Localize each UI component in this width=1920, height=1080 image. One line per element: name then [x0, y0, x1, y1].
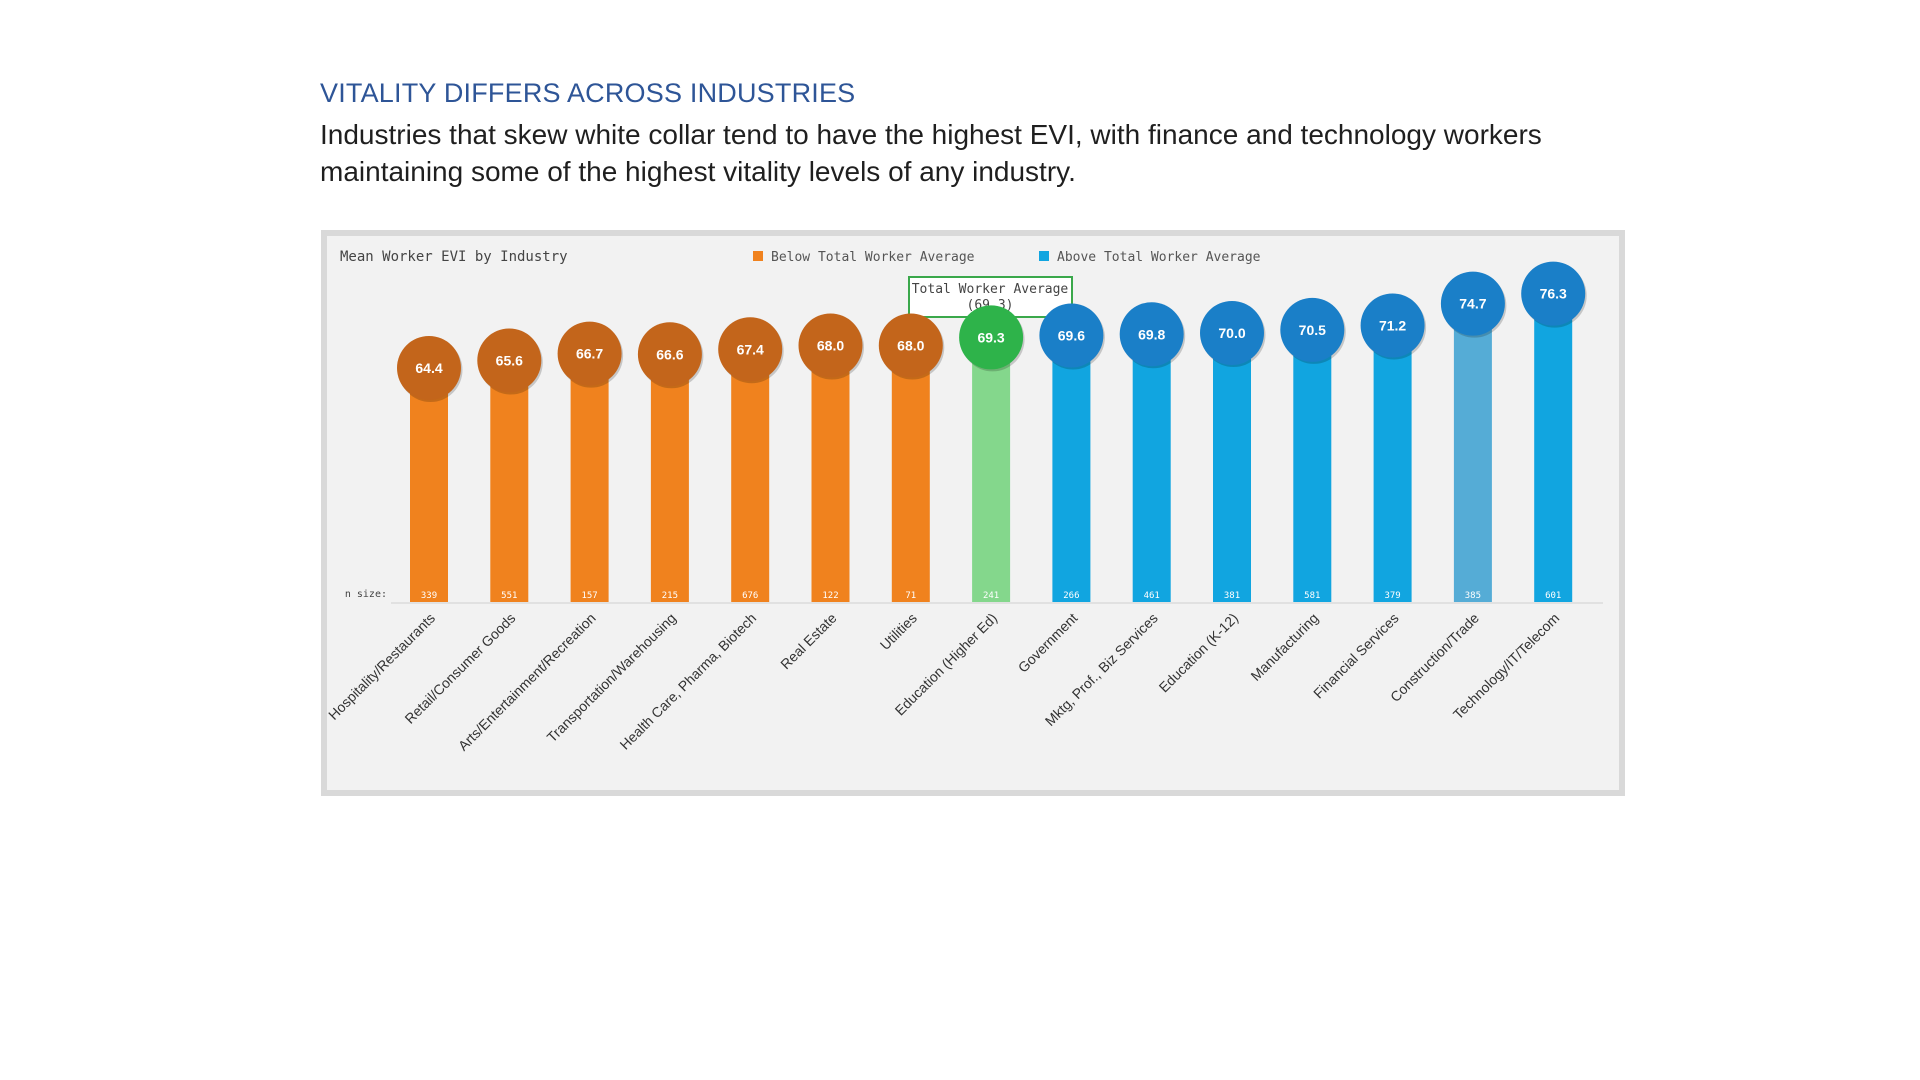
category-label-education-k-12: Education (K-12): [1156, 610, 1242, 696]
bar-retail-consumer-goods: [490, 360, 529, 602]
n-size-value: 551: [501, 591, 517, 601]
bar-utilities: [891, 345, 930, 602]
value-label: 65.6: [496, 353, 523, 369]
bar-marker-real-estate: [798, 313, 863, 378]
bar-marker-government: [1039, 303, 1104, 368]
n-size-value: 122: [822, 591, 838, 601]
category-label-government: Government: [1015, 610, 1081, 676]
legend-label-below: Below Total Worker Average: [771, 250, 975, 265]
category-label-utilities: Utilities: [877, 610, 920, 653]
n-size-value: 266: [1063, 591, 1079, 601]
bar-education-higher-ed: [972, 337, 1011, 602]
n-size-value: 157: [581, 591, 597, 601]
value-label: 68.0: [897, 338, 924, 354]
chart-legend: Below Total Worker Average Above Total W…: [753, 250, 1261, 265]
n-size-value: 215: [662, 591, 678, 601]
n-size-value: 461: [1144, 591, 1160, 601]
chart-panel: Mean Worker EVI by Industry Below Total …: [327, 236, 1619, 790]
bar-real-estate: [811, 345, 850, 602]
section-subtitle: Industries that skew white collar tend t…: [320, 119, 1542, 187]
n-size-value: 339: [421, 591, 437, 601]
category-label-real-estate: Real Estate: [777, 610, 840, 673]
bar-marker-mktg-prof-biz-services: [1119, 302, 1184, 367]
value-label: 67.4: [737, 341, 764, 357]
bar-marker-health-care-pharma-biotech: [718, 317, 783, 382]
evi-bar-chart: Mean Worker EVI by Industry Below Total …: [327, 249, 1603, 754]
bar-marker-education-k-12: [1200, 301, 1264, 365]
value-label: 66.7: [576, 346, 603, 362]
legend-swatch-above: [1039, 251, 1049, 261]
category-label-manufacturing: Manufacturing: [1247, 610, 1321, 684]
bar-marker-financial-services: [1360, 293, 1425, 358]
n-size-value: 581: [1304, 591, 1320, 601]
category-label-arts-entertainment-recreation: Arts/Entertainment/Recreation: [455, 610, 599, 754]
value-label: 76.3: [1540, 286, 1567, 302]
legend-label-above: Above Total Worker Average: [1057, 250, 1261, 265]
value-label: 74.7: [1459, 296, 1486, 312]
bar-transportation-warehousing: [650, 354, 689, 602]
value-label: 70.5: [1299, 322, 1326, 338]
bar-marker-construction-trade: [1440, 271, 1505, 336]
n-size-value: 241: [983, 591, 999, 601]
bar-education-k-12: [1213, 333, 1251, 602]
bars-layer: 64.4339Hospitality/Restaurants65.6551Ret…: [327, 261, 1587, 754]
value-label: 71.2: [1379, 318, 1406, 334]
bar-marker-education-higher-ed: [959, 305, 1024, 370]
bar-marker-retail-consumer-goods: [477, 328, 542, 393]
bar-marker-hospitality-restaurants: [397, 336, 461, 400]
bar-marker-manufacturing: [1280, 297, 1345, 362]
section-heading: VITALITY DIFFERS ACROSS INDUSTRIES: [320, 78, 856, 108]
category-label-health-care-pharma-biotech: Health Care, Pharma, Biotech: [616, 610, 759, 753]
bar-government: [1052, 335, 1091, 602]
n-size-value: 379: [1384, 591, 1400, 601]
value-label: 70.0: [1218, 325, 1245, 341]
category-label-transportation-warehousing: Transportation/Warehousing: [544, 610, 679, 745]
bar-arts-entertainment-recreation: [570, 353, 609, 602]
chart-title: Mean Worker EVI by Industry: [340, 249, 568, 265]
bar-marker-transportation-warehousing: [637, 322, 702, 387]
value-label: 69.3: [977, 329, 1004, 345]
n-size-value: 385: [1465, 591, 1481, 601]
category-label-financial-services: Financial Services: [1310, 610, 1402, 702]
reference-label: Total Worker Average: [912, 282, 1069, 297]
bar-construction-trade: [1453, 303, 1492, 602]
value-label: 68.0: [817, 338, 844, 354]
bar-marker-utilities: [878, 313, 943, 378]
n-size-value: 381: [1224, 591, 1240, 601]
bar-hospitality-restaurants: [410, 368, 448, 602]
bar-financial-services: [1373, 325, 1412, 602]
legend-swatch-below: [753, 251, 763, 261]
bar-manufacturing: [1293, 329, 1332, 602]
n-size-label: n size:: [345, 589, 387, 600]
value-label: 66.6: [656, 346, 683, 362]
value-label: 69.8: [1138, 326, 1165, 342]
n-size-value: 71: [905, 591, 916, 601]
n-size-value: 676: [742, 591, 758, 601]
value-label: 64.4: [415, 360, 442, 376]
bar-technology-it-telecom: [1534, 293, 1573, 602]
chart-frame: Mean Worker EVI by Industry Below Total …: [321, 230, 1625, 796]
category-label-construction-trade: Construction/Trade: [1387, 610, 1482, 705]
value-label: 69.6: [1058, 328, 1085, 344]
bar-mktg-prof-biz-services: [1132, 334, 1171, 602]
bar-marker-technology-it-telecom: [1521, 261, 1586, 326]
n-size-value: 601: [1545, 591, 1561, 601]
bar-health-care-pharma-biotech: [731, 349, 770, 602]
bar-marker-arts-entertainment-recreation: [557, 321, 622, 386]
